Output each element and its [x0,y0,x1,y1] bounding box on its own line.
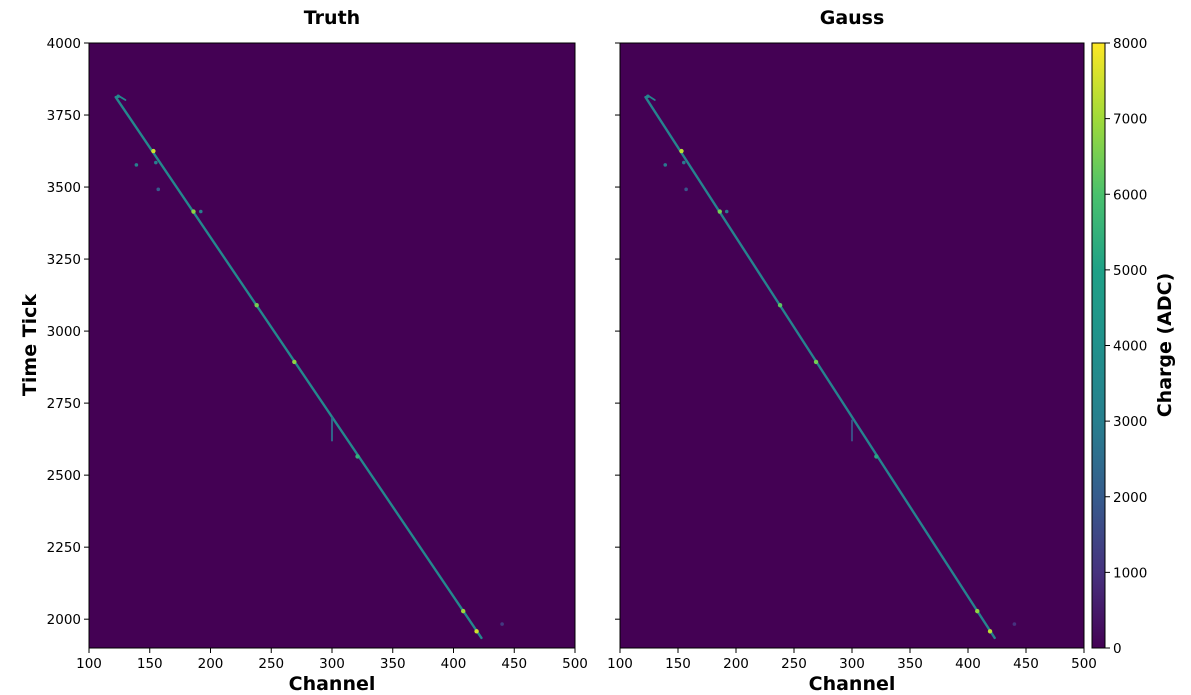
x-tick-label: 300 [319,656,345,672]
panel-title-truth: Truth [304,7,360,29]
panel-title-gauss: Gauss [820,7,885,29]
x-tick-label: 350 [380,656,406,672]
colorbar-tick-label: 0 [1113,641,1122,657]
x-tick-label: 100 [607,656,633,672]
charge-hit [134,163,139,167]
charge-hit [355,454,360,459]
x-tick-label: 150 [665,656,691,672]
colorbar-tick-label: 5000 [1113,263,1147,279]
x-axis-label-gauss: Channel [809,673,896,695]
heatmap-marks-gauss [644,94,1017,640]
y-tick-label: 3000 [47,324,81,340]
x-axis-gauss: 100 150 200 250 300 350 400 450 500 [607,648,1097,672]
x-tick-label: 300 [839,656,865,672]
track-branch [118,95,127,101]
y-tick-label: 2500 [47,468,81,484]
x-tick-label: 450 [501,656,527,672]
y-tick-label: 3750 [47,108,81,124]
charge-hit [474,629,479,634]
heatmap-background-truth [89,43,575,648]
y-axis-gauss [615,42,620,620]
colorbar-tick-label: 2000 [1113,490,1147,506]
colorbar-tick-label: 3000 [1113,414,1147,430]
colorbar-tick-label: 8000 [1113,36,1147,52]
x-axis-label-truth: Channel [289,673,376,695]
charge-hit [156,187,161,192]
charge-hit [724,209,729,214]
track-branch [648,95,656,101]
track-line [644,95,996,640]
charge-hit [191,209,196,214]
charge-hit [684,187,688,192]
charge-hit [682,160,686,165]
x-tick-label: 250 [258,656,284,672]
heatmap-marks-truth [114,94,504,640]
colorbar-ticks: 0 1000 2000 3000 4000 5000 6000 7000 8000 [1105,36,1147,657]
charge-hit [500,622,504,626]
charge-hit [646,94,650,99]
y-tick-label: 4000 [47,36,81,52]
charge-hit [198,209,203,214]
x-tick-label: 400 [955,656,981,672]
x-axis-truth: 100 150 200 250 300 350 400 450 500 [76,648,588,672]
charge-hit [987,629,993,634]
colorbar-tick-label: 1000 [1113,565,1147,581]
charge-hit [874,454,879,459]
colorbar-label: Charge (ADC) [1154,273,1176,418]
y-tick-label: 2750 [47,396,81,412]
x-tick-label: 100 [76,656,102,672]
charge-hit [717,209,722,214]
charge-hit [777,302,783,308]
panel-truth: Truth 100 150 200 250 300 350 400 450 500 2000 22… [19,7,588,695]
y-tick-label: 2250 [47,540,81,556]
y-tick-label: 3500 [47,180,81,196]
heatmap-background-gauss [620,43,1084,648]
charge-hit [254,302,259,308]
x-tick-label: 500 [562,656,588,672]
charge-hit [679,148,684,154]
x-tick-label: 400 [441,656,467,672]
charge-hit [1012,622,1017,626]
y-axis-truth: 2000 2250 2500 2750 3000 3250 3500 3750 4000 [47,36,89,628]
x-tick-label: 200 [198,656,224,672]
x-tick-label: 500 [1071,656,1097,672]
charge-hit [663,163,668,167]
charge-hit [461,608,466,614]
charge-hit [151,148,156,154]
charge-hit [292,359,297,365]
y-axis-label: Time Tick [19,294,41,397]
y-tick-label: 3250 [47,252,81,268]
charge-hit [154,160,158,165]
x-tick-label: 200 [723,656,749,672]
charge-hit [116,94,120,99]
x-tick-label: 350 [897,656,923,672]
charge-hit [813,359,819,365]
x-tick-label: 250 [781,656,807,672]
y-tick-label: 2000 [47,612,81,628]
colorbar: 0 1000 2000 3000 4000 5000 6000 7000 8000 Charge… [1091,36,1176,657]
x-tick-label: 450 [1013,656,1039,672]
x-tick-label: 150 [137,656,163,672]
colorbar-tick-label: 6000 [1113,187,1147,203]
colorbar-tick-label: 4000 [1113,339,1147,355]
colorbar-tick-label: 7000 [1113,112,1147,128]
track-line [114,95,483,640]
charge-hit [975,608,980,614]
colorbar-gradient [1091,42,1106,649]
panel-gauss: Gauss 100 150 200 250 300 350 400 450 500 Channe… [607,7,1097,695]
